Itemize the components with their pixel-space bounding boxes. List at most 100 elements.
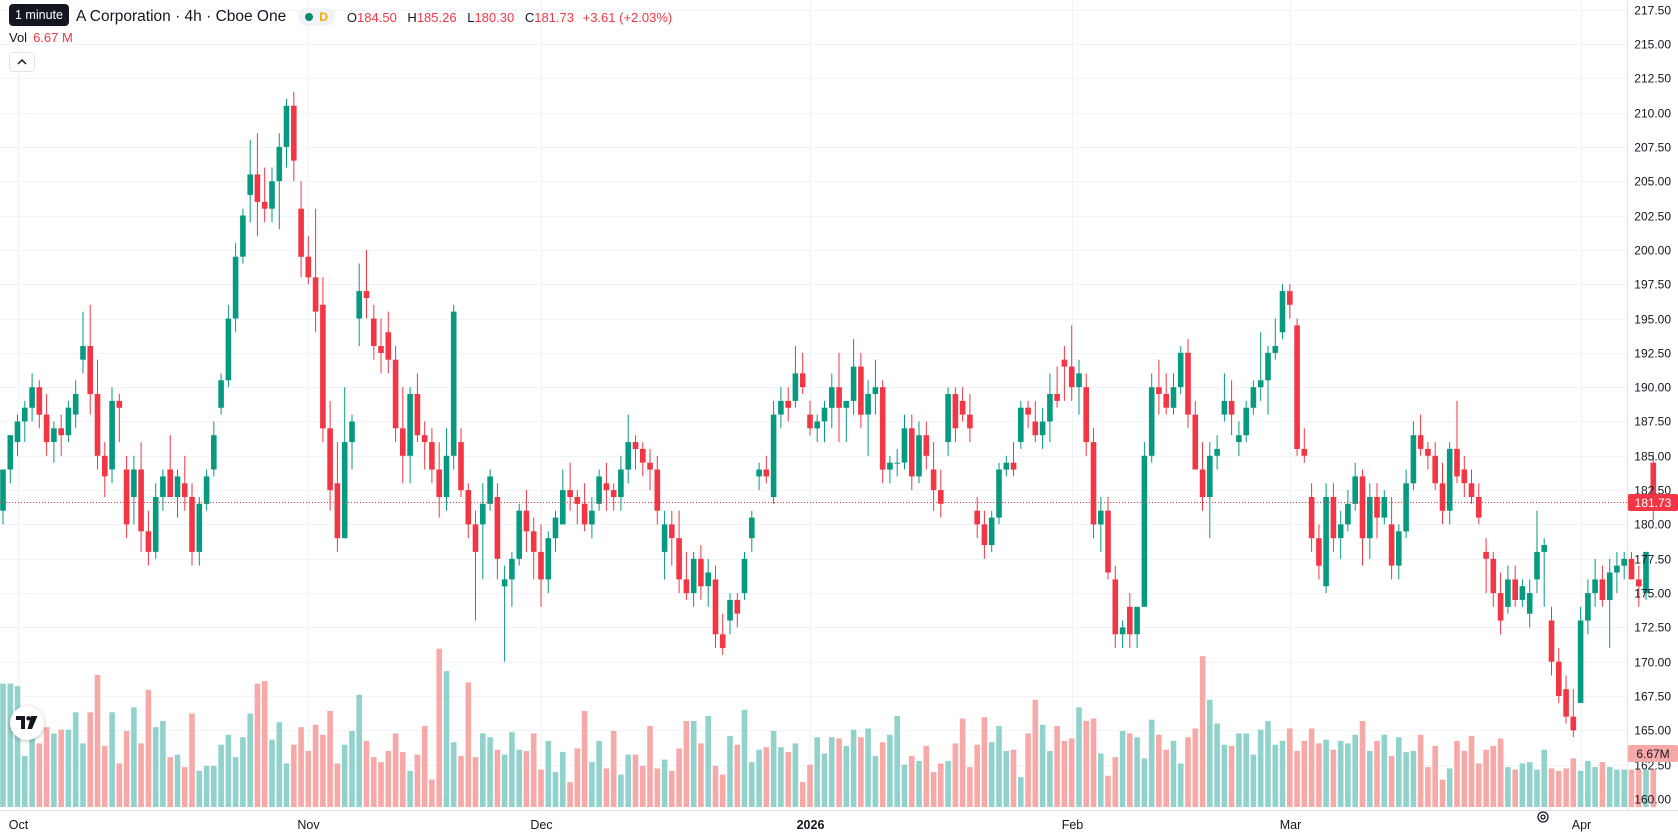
candle-body (1614, 565, 1620, 573)
candle-body (1054, 394, 1060, 401)
volume-bar (1170, 740, 1177, 807)
volume-bar (218, 744, 224, 807)
volume-bar (400, 752, 406, 807)
candle-body (1563, 689, 1569, 717)
volume-bar (436, 648, 442, 807)
volume-bar (1141, 758, 1148, 807)
volume-bar (1505, 767, 1511, 807)
time-tick-label: Apr (1572, 818, 1591, 832)
candle-body (472, 524, 479, 552)
market-status-pill[interactable]: D (298, 8, 335, 26)
volume-bar (894, 716, 900, 807)
price-candles (0, 92, 1657, 738)
candle-body (72, 394, 79, 415)
volume-bar (1432, 745, 1438, 807)
volume-bar (378, 762, 384, 807)
volume-bar (1628, 769, 1635, 807)
candle-body (1636, 579, 1642, 587)
last-price-badge-text: 181.73 (1635, 496, 1672, 510)
open-value: 184.50 (357, 9, 397, 25)
volume-bar (829, 737, 835, 807)
volume-bar (1323, 739, 1329, 807)
candle-body (429, 442, 435, 470)
candle-body (1177, 352, 1184, 388)
volume-bar (1112, 757, 1119, 807)
candle-body (443, 455, 450, 497)
volume-bar (1599, 762, 1606, 807)
settings-gear-icon[interactable] (1536, 810, 1550, 824)
volume-bar (1018, 777, 1024, 807)
volume-bar (530, 733, 537, 807)
candle-body (1577, 620, 1584, 703)
tradingview-logo-icon[interactable] (10, 706, 44, 740)
volume-bar (1410, 750, 1417, 807)
price-tick-label: 207.50 (1634, 141, 1671, 155)
ohlc-values: O184.50 H185.26 L180.30 C181.73 +3.61 (+… (347, 10, 672, 25)
candle-body (480, 503, 486, 525)
volume-bar (654, 768, 661, 807)
candle-body (1076, 373, 1082, 388)
candle-body (80, 346, 86, 360)
candle-body (1599, 579, 1606, 600)
volume-bar (414, 754, 421, 807)
candle-body (1003, 462, 1010, 470)
candle-body (1272, 346, 1279, 353)
candle-body (501, 579, 508, 587)
candle-body (799, 373, 806, 388)
candle-body (312, 277, 319, 312)
volume-bar (43, 727, 50, 807)
volume-bar (741, 709, 748, 807)
volume-bar (232, 757, 239, 807)
time-tick-label: Feb (1062, 818, 1084, 832)
candle-body (1396, 531, 1402, 566)
candle-body (356, 291, 362, 319)
symbol-title[interactable]: A Corporation · 4h · Cboe One (76, 8, 287, 25)
volume-bar (1308, 728, 1315, 807)
candle-body (1156, 387, 1162, 395)
candle-body (1294, 325, 1300, 449)
candle-body (1643, 551, 1649, 594)
candle-body (589, 510, 595, 525)
volume-bar (981, 717, 988, 807)
volume-bar (785, 752, 791, 807)
close-label: C (524, 9, 535, 25)
candle-body (1228, 400, 1235, 415)
price-tick-label: 217.50 (1634, 4, 1671, 18)
candle-body (414, 394, 421, 436)
volume-bar (705, 716, 711, 807)
volume-bar (138, 743, 144, 807)
candle-body (669, 524, 675, 539)
volume-bar (596, 740, 602, 807)
candle-body (22, 407, 28, 422)
collapse-legend-button[interactable] (9, 52, 35, 72)
candle-body (821, 407, 828, 422)
volume-bar (327, 711, 333, 807)
volume-bar (1614, 769, 1620, 807)
candle-body (959, 400, 966, 415)
volume-bar (1367, 750, 1373, 807)
time-axis[interactable]: Oct Nov Dec 2026 Feb Mar Apr (9, 818, 1591, 832)
volume-bar (72, 712, 79, 807)
close-value: 181.73 (534, 9, 574, 25)
volume-bar (836, 738, 842, 807)
volume-bar (1476, 763, 1482, 807)
volume-bar (465, 682, 472, 807)
candle-body (1105, 510, 1111, 573)
price-tick-label: 205.00 (1634, 175, 1671, 189)
volume-bar (429, 779, 435, 807)
candle-body (996, 469, 1002, 518)
price-axis[interactable]: 217.50 215.00 212.50 210.00 207.50 205.00 202.… (1634, 4, 1671, 807)
volume-bar (1439, 779, 1446, 807)
candle-body (661, 524, 668, 552)
volume-bar (1425, 767, 1431, 807)
volume-label[interactable]: Vol (9, 30, 28, 45)
volume-bar (356, 694, 362, 807)
candle-body (378, 346, 384, 353)
volume-bar (349, 731, 355, 807)
volume-bar (145, 689, 152, 807)
price-tick-label: 175.00 (1634, 587, 1671, 601)
volume-bar (850, 729, 857, 807)
price-tick-label: 212.50 (1634, 72, 1671, 86)
volume-bar (1483, 749, 1489, 807)
